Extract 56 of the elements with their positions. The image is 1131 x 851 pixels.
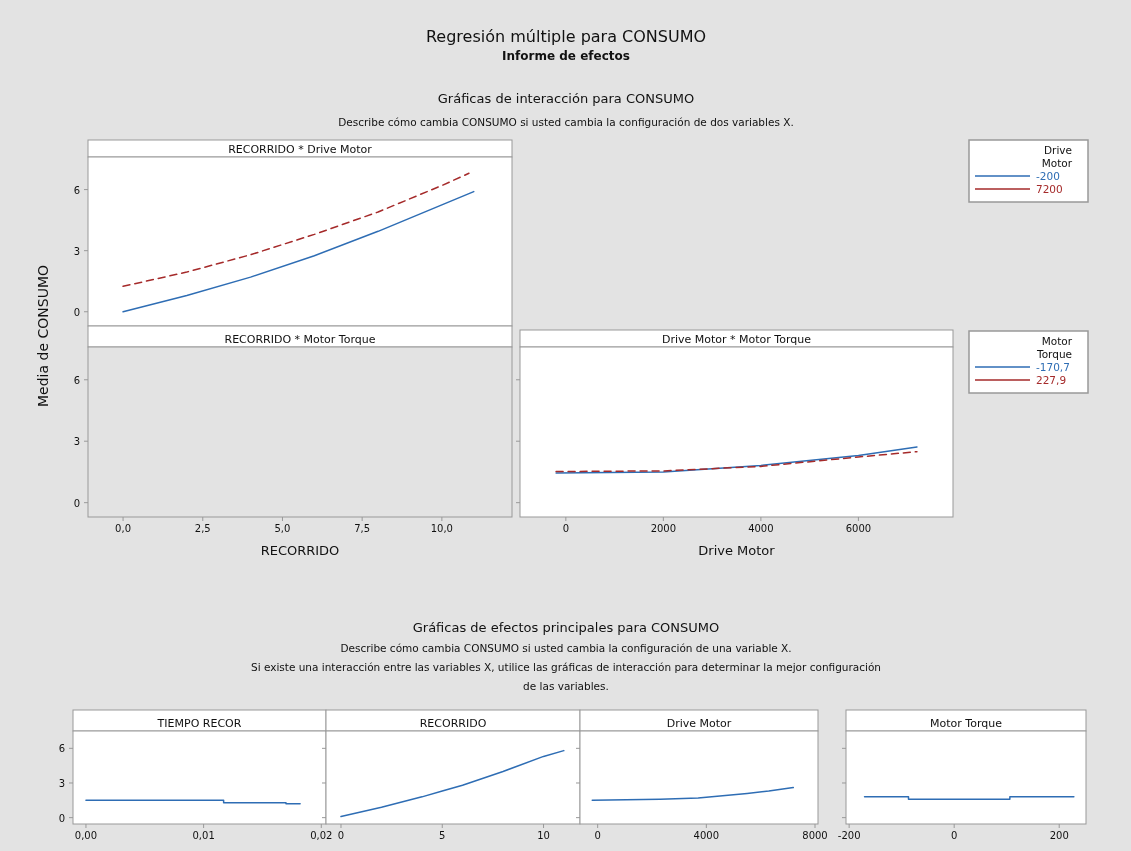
- x-tick-label: 8000: [802, 830, 828, 841]
- x-tick-label: 10: [537, 830, 550, 841]
- chart-title: Drive Motor * Motor Torque: [661, 333, 812, 346]
- chart-title: Motor Torque: [930, 717, 1003, 730]
- x-tick-label: 0: [562, 523, 570, 534]
- y-tick-label: 6: [73, 184, 80, 196]
- y-tick-label: 0: [58, 812, 65, 824]
- x-tick-label: 2000: [650, 523, 677, 534]
- text: 7200: [1036, 183, 1063, 195]
- text: -200: [1036, 170, 1060, 182]
- text: Describe cómo cambia CONSUMO si usted cambia la configuración de una variable X.: [340, 642, 792, 654]
- y-tick-label: 3: [58, 777, 65, 789]
- x-tick-label: 0,0: [115, 523, 132, 534]
- x-tick-label: -200: [837, 830, 861, 841]
- x-tick-label: 0,01: [192, 830, 215, 841]
- chart-title: RECORRIDO: [419, 717, 487, 730]
- x-tick-label: 0,02: [310, 830, 333, 841]
- x-tick-label: 0: [337, 830, 345, 841]
- x-tick-label: 5: [439, 830, 446, 841]
- x-tick-label: 2,5: [194, 523, 211, 534]
- y-axis-title: Media de CONSUMO: [35, 265, 51, 407]
- y-tick-label: 3: [73, 436, 80, 448]
- chart-title: RECORRIDO * Drive Motor: [228, 143, 373, 156]
- text: de las variables.: [523, 680, 609, 692]
- text: -170,7: [1036, 361, 1070, 373]
- y-tick-label: 0: [73, 306, 80, 318]
- text: Gráficas de efectos principales para CONSUMO: [412, 620, 720, 635]
- line-series: [122, 190, 475, 313]
- x-tick-label: 10,0: [430, 523, 453, 534]
- text: Informe de efectos: [502, 49, 630, 63]
- chart-title: Drive Motor: [666, 717, 732, 730]
- text: Describe cómo cambia CONSUMO si usted cambia la configuración de dos variables X.: [338, 116, 794, 128]
- text: 227,9: [1036, 374, 1067, 386]
- y-tick-label: 0: [73, 497, 80, 509]
- chart-title: RECORRIDO * Motor Torque: [224, 333, 376, 346]
- text: Si existe una interacción entre las variables X, utilice las gráficas de interacción para determinar la mejor configuración: [250, 661, 882, 673]
- legend-title: Motor Torque: [1036, 335, 1073, 360]
- legend-title: Drive Motor: [1041, 144, 1073, 169]
- x-tick-label: 0: [594, 830, 601, 841]
- x-tick-label: 6000: [845, 523, 872, 534]
- x-tick-label: 7,5: [354, 523, 371, 534]
- y-tick-label: 6: [73, 374, 80, 386]
- y-tick-label: 3: [73, 245, 80, 257]
- y-tick-label: 6: [58, 743, 65, 755]
- x-tick-label: 0,00: [74, 830, 98, 841]
- x-axis-title: RECORRIDO: [260, 543, 340, 558]
- text: Gráficas de interacción para CONSUMO: [437, 91, 695, 106]
- x-tick-label: 0: [951, 830, 958, 841]
- x-axis-title: Drive Motor: [698, 543, 776, 558]
- x-tick-label: 200: [1049, 830, 1069, 841]
- chart-title: TIEMPO RECOR: [156, 717, 242, 730]
- text: Regresión múltiple para CONSUMO: [425, 27, 707, 46]
- x-tick-label: 4000: [748, 523, 774, 534]
- x-tick-label: 5,0: [274, 523, 291, 534]
- x-tick-label: 4000: [693, 830, 720, 841]
- line-series: [122, 172, 470, 288]
